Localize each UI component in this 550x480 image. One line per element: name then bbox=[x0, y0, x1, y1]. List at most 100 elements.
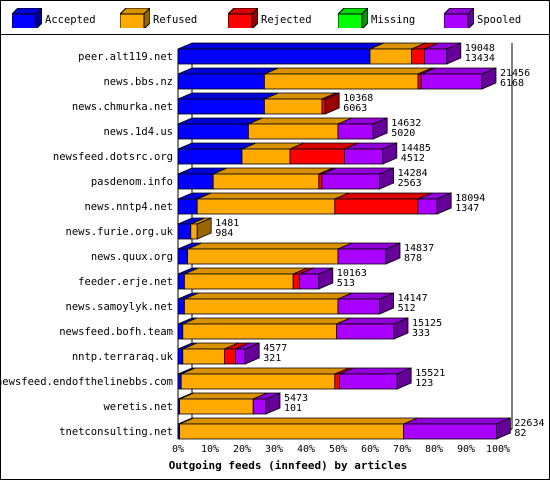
legend-swatch-accepted bbox=[12, 8, 42, 28]
x-tick-label: 40% bbox=[297, 444, 315, 455]
bar-value-sublabel: 1347 bbox=[455, 203, 479, 214]
x-tick-label: 70% bbox=[393, 444, 411, 455]
legend-swatch-missing bbox=[338, 8, 368, 28]
legend-swatch-spooled bbox=[444, 8, 474, 28]
x-tick-label: 10% bbox=[201, 444, 219, 455]
bar-value-sublabel: 123 bbox=[415, 378, 433, 389]
bar-segment-rejected bbox=[289, 148, 345, 165]
bar-value-label: 1481 bbox=[215, 218, 239, 229]
bar-segment-refused bbox=[196, 198, 336, 215]
bar-segment-rejected bbox=[223, 348, 236, 365]
stacked-bar-chart: 0% 10% 20% 30% 40% 50% 60% 70% 80% 90% 100% Outgoin… bbox=[1, 42, 545, 472]
bar-side-spooled bbox=[379, 167, 395, 190]
legend-label-accepted: Accepted bbox=[45, 14, 96, 26]
bar-segment-rejected bbox=[417, 73, 422, 90]
bar-segment-accepted bbox=[177, 298, 185, 315]
bar-segment-refused bbox=[182, 323, 337, 340]
bar-side-spooled bbox=[244, 342, 260, 365]
bar-segment-top-refused bbox=[181, 367, 349, 375]
bar-segment-refused bbox=[190, 223, 198, 240]
bar-value-sublabel: 513 bbox=[337, 278, 355, 289]
bar-segment-accepted bbox=[177, 248, 188, 265]
x-axis-label: Outgoing feeds (innfeed) by articles bbox=[169, 459, 407, 472]
category-label: peer.alt119.net bbox=[78, 51, 173, 63]
bar-segment-top-rejected bbox=[334, 192, 433, 200]
bar-segment-rejected bbox=[321, 98, 326, 115]
bar-segment-spooled bbox=[337, 123, 374, 140]
x-tick-label: 100% bbox=[486, 444, 510, 455]
bar-segment-accepted bbox=[177, 123, 249, 140]
bar-value-sublabel: 878 bbox=[404, 253, 422, 264]
bar-segment-refused bbox=[263, 73, 419, 90]
bar-value-label: 22634 bbox=[514, 418, 544, 429]
bar-segment-refused bbox=[180, 373, 336, 390]
bar-segment-top-refused bbox=[213, 167, 333, 175]
category-label: feeder.erje.net bbox=[78, 276, 173, 288]
bar-segment-top-refused bbox=[248, 117, 353, 125]
bar-segment-accepted bbox=[177, 148, 243, 165]
bar-side-rejected bbox=[324, 92, 340, 115]
bar-segment-spooled bbox=[343, 148, 384, 165]
bar-value-sublabel: 6168 bbox=[500, 78, 524, 89]
bar-segment-accepted bbox=[177, 73, 265, 90]
bar-side-spooled bbox=[372, 117, 388, 140]
bar-side-refused bbox=[196, 217, 212, 240]
bar-segment-refused bbox=[183, 298, 339, 315]
legend-label-missing: Missing bbox=[371, 14, 416, 26]
bar-segment-rejected bbox=[334, 198, 419, 215]
bar-segment-top-refused bbox=[184, 292, 353, 300]
bar-segment-top-refused bbox=[182, 317, 351, 325]
legend-label-rejected: Rejected bbox=[261, 14, 312, 26]
bar-segment-spooled bbox=[420, 73, 483, 90]
legend-swatch-rejected bbox=[228, 8, 258, 28]
bar-segment-spooled bbox=[321, 173, 380, 190]
bar-value-label: 10163 bbox=[337, 268, 367, 279]
bar-segment-refused bbox=[369, 48, 412, 65]
bar-side-spooled bbox=[495, 417, 511, 440]
x-tick-label: 90% bbox=[457, 444, 475, 455]
bar-value-sublabel: 5020 bbox=[391, 128, 415, 139]
bar-side-spooled bbox=[481, 67, 497, 90]
bar-value-label: 19048 bbox=[465, 43, 495, 54]
bar-value-sublabel: 2563 bbox=[398, 178, 422, 189]
bar-value-label: 18094 bbox=[455, 193, 485, 204]
category-label: weretis.net bbox=[103, 401, 173, 413]
bar-side-spooled bbox=[385, 242, 401, 265]
bar-value-label: 4577 bbox=[263, 343, 287, 354]
bar-value-sublabel: 101 bbox=[284, 403, 302, 414]
bar-segment-accepted bbox=[177, 348, 184, 365]
category-label: news.bbs.nz bbox=[103, 76, 173, 88]
bar-value-label: 14147 bbox=[398, 293, 428, 304]
category-label: news.chmurka.net bbox=[72, 101, 173, 113]
bar-side-spooled bbox=[393, 317, 409, 340]
bar-value-label: 15521 bbox=[415, 368, 445, 379]
bar-segment-top-accepted bbox=[177, 42, 385, 50]
bar-segment-spooled bbox=[337, 248, 387, 265]
x-tick-label: 60% bbox=[361, 444, 379, 455]
bar-side-spooled bbox=[436, 192, 452, 215]
bar-segment-top-accepted bbox=[177, 92, 279, 100]
bar-segment-top-refused bbox=[179, 417, 418, 425]
legend-label-refused: Refused bbox=[153, 14, 198, 26]
bar-segment-top-refused bbox=[187, 242, 353, 250]
category-label: tnetconsulting.net bbox=[59, 426, 173, 438]
bar-segment-refused bbox=[187, 248, 339, 265]
bar-segment-top-refused bbox=[197, 192, 349, 200]
bar-side-spooled bbox=[265, 392, 281, 415]
bar-segment-spooled bbox=[337, 298, 380, 315]
bar-value-label: 14837 bbox=[404, 243, 434, 254]
bar-segment-spooled bbox=[252, 398, 267, 415]
category-label: news.furie.org.uk bbox=[66, 226, 174, 238]
bar-segment-spooled bbox=[403, 423, 497, 440]
bar-value-label: 14485 bbox=[401, 143, 431, 154]
